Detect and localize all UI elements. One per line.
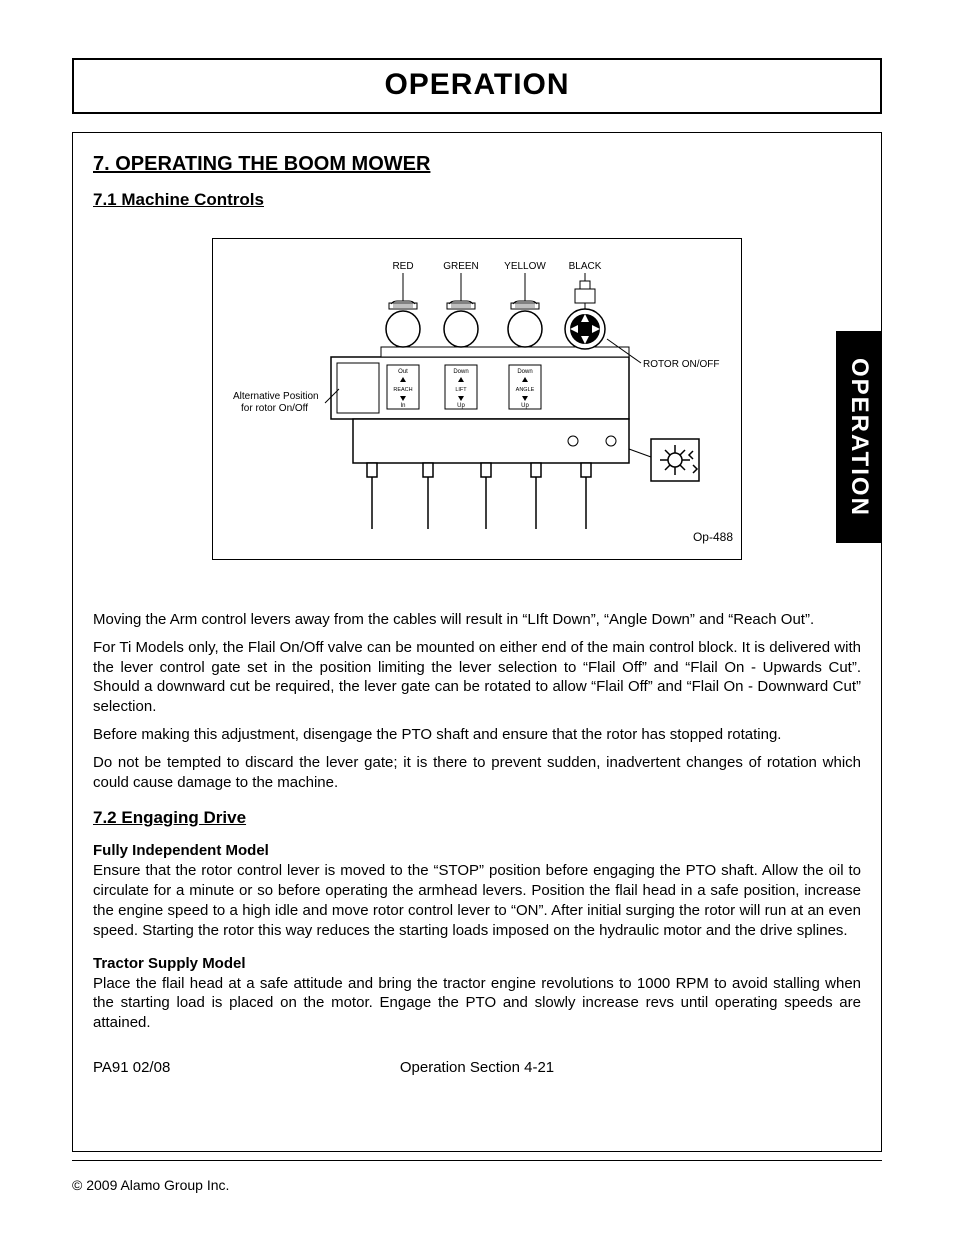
subsection-7-2: 7.2 Engaging Drive	[93, 808, 861, 828]
svg-text:In: In	[400, 403, 405, 409]
title-box: OPERATION	[72, 58, 882, 114]
svg-text:LIFT: LIFT	[455, 387, 467, 393]
para-1: Moving the Arm control levers away from …	[93, 610, 861, 630]
svg-text:ANGLE: ANGLE	[516, 387, 535, 393]
lever-knob-2	[444, 301, 478, 347]
rotor-knob	[565, 281, 605, 349]
content-frame: OPERATION 7. OPERATING THE BOOM MOWER 7.…	[72, 132, 882, 1152]
side-tab: OPERATION	[836, 331, 882, 543]
footer-center: Operation Section 4-21	[93, 1059, 861, 1076]
heading-tractor-supply: Tractor Supply Model	[93, 955, 861, 972]
svg-text:Out: Out	[398, 369, 408, 375]
label-yellow: YELLOW	[504, 261, 546, 272]
label-black: BLACK	[569, 261, 602, 272]
para-4: Do not be tempted to discard the lever g…	[93, 753, 861, 793]
svg-text:Up: Up	[521, 403, 529, 409]
page: OPERATION OPERATION 7. OPERATING THE BOO…	[0, 0, 954, 1235]
svg-text:Up: Up	[457, 403, 465, 409]
controls-diagram: RED GREEN YELLOW BLACK	[212, 238, 742, 560]
para-3: Before making this adjustment, disengage…	[93, 725, 861, 745]
lever-knob-3	[508, 301, 542, 347]
footer-rule	[72, 1160, 882, 1161]
label-altpos-1: Alternative Position	[233, 391, 319, 402]
heading-fully-independent: Fully Independent Model	[93, 842, 861, 859]
label-green: GREEN	[443, 261, 479, 272]
figure-ref: Op-488	[693, 530, 733, 544]
para-2: For Ti Models only, the Flail On/Off val…	[93, 638, 861, 717]
page-title: OPERATION	[384, 68, 569, 101]
subsection-7-1: 7.1 Machine Controls	[93, 190, 861, 210]
para-fully-independent: Ensure that the rotor control lever is m…	[93, 861, 861, 940]
svg-text:Down: Down	[453, 369, 468, 375]
diagram-container: RED GREEN YELLOW BLACK	[93, 238, 861, 560]
label-red: RED	[392, 261, 413, 272]
svg-text:REACH: REACH	[393, 387, 412, 393]
para-tractor-supply: Place the flail head at a safe attitude …	[93, 974, 861, 1033]
section-heading: 7. OPERATING THE BOOM MOWER	[93, 153, 861, 176]
footer-row: PA91 02/08 Operation Section 4-21	[93, 1059, 861, 1076]
controls-svg: RED GREEN YELLOW BLACK	[213, 239, 743, 561]
label-rotor: ROTOR ON/OFF	[643, 359, 719, 370]
svg-text:Down: Down	[517, 369, 532, 375]
copyright: © 2009 Alamo Group Inc.	[72, 1173, 882, 1193]
label-altpos-2: for rotor On/Off	[241, 403, 308, 414]
lever-knob-1	[386, 301, 420, 347]
